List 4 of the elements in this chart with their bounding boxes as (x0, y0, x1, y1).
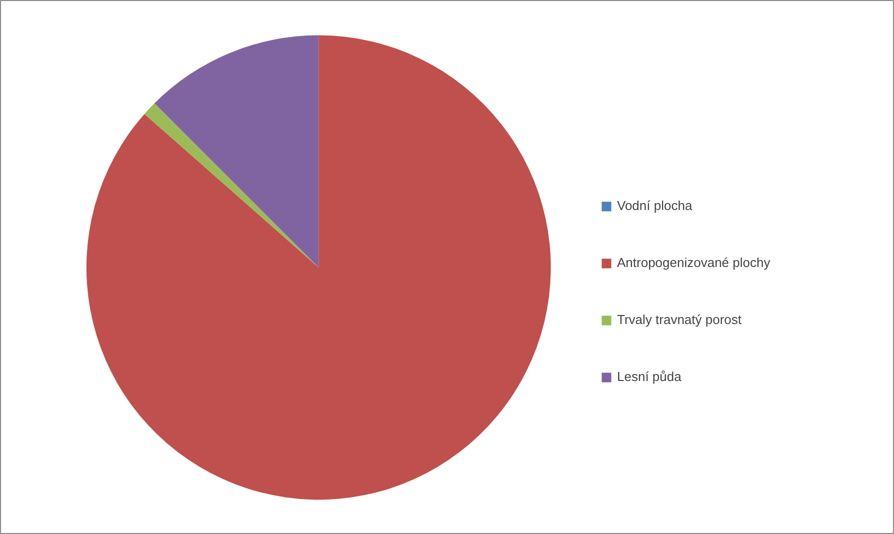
legend-label: Lesní půda (617, 369, 682, 384)
legend-label: Antropogenizované plochy (617, 255, 770, 270)
legend-label: Vodní plocha (617, 198, 692, 213)
legend-label: Trvaly travnatý porost (617, 312, 742, 327)
